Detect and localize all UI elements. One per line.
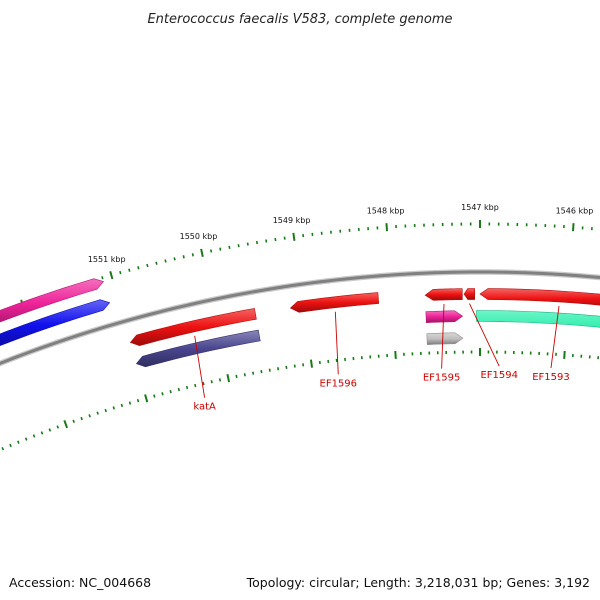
inner-minor-tick (1, 447, 5, 451)
gene-ef1596[interactable] (289, 292, 380, 313)
inner-minor-tick (161, 392, 164, 396)
accession-text: Accession: NC_004668 (9, 575, 151, 590)
map-title: Enterococcus faecalis V583, complete gen… (147, 12, 452, 27)
inner-major-tick (63, 420, 69, 429)
label-leader (334, 311, 339, 375)
inner-minor-tick (56, 425, 60, 429)
inner-major-tick (309, 359, 314, 368)
backbone-line (0, 270, 600, 366)
inner-minor-tick (210, 380, 213, 384)
outer-minor-tick (155, 261, 158, 265)
gene-labels: katA EF1596 EF1595 EF1594 EF1593 (193, 303, 570, 413)
inner-minor-tick (48, 428, 52, 432)
inner-minor-tick (202, 381, 205, 386)
inner-minor-tick (243, 373, 246, 377)
gene-feature[interactable] (0, 278, 105, 329)
inner-minor-tick (104, 408, 107, 413)
outer-major-tick (571, 223, 575, 232)
gene-label: EF1594 (480, 370, 518, 381)
outer-minor-tick (237, 244, 240, 248)
kbp-label: 1549 kbp (273, 216, 311, 225)
gene-feature[interactable] (135, 329, 261, 368)
gene-ef1593[interactable] (479, 288, 600, 310)
outer-minor-tick (101, 276, 104, 280)
outer-minor-tick (210, 249, 213, 253)
inner-minor-tick (235, 374, 238, 379)
label-leader (469, 303, 500, 367)
label-leader (550, 305, 560, 369)
inner-minor-tick (24, 437, 28, 441)
inner-minor-tick (112, 406, 115, 410)
inner-minor-tick (185, 385, 189, 390)
kbp-label: 1547 kbp (461, 203, 499, 212)
gene-feature[interactable] (0, 299, 111, 350)
inner-minor-tick (72, 419, 75, 423)
inner-minor-tick (136, 398, 140, 403)
outer-minor-tick (146, 263, 149, 268)
ruler-ticks: 1551 kbp 1550 kbp 1549 kbp 1548 kbp 1547 kbp… (1, 203, 600, 451)
gene-label: EF1593 (532, 372, 570, 383)
inner-minor-tick (268, 368, 271, 372)
inner-minor-tick (194, 383, 197, 388)
gene-label: EF1596 (320, 378, 358, 389)
inner-minor-tick (169, 390, 172, 394)
inner-minor-tick (40, 431, 44, 435)
gene-ef1594[interactable] (463, 288, 476, 300)
inner-minor-tick (17, 440, 20, 444)
label-leader (441, 303, 445, 369)
outer-minor-tick (191, 253, 194, 257)
inner-minor-tick (252, 371, 255, 375)
inner-minor-tick (9, 443, 12, 448)
gene-feature[interactable] (476, 310, 600, 353)
outer-major-tick (385, 223, 389, 232)
gene-label: EF1595 (423, 373, 461, 384)
outer-minor-tick (246, 242, 249, 246)
topology-text: Topology: circular; Length: 3,218,031 bp… (246, 575, 590, 590)
inner-major-tick (144, 394, 149, 403)
outer-minor-tick (173, 257, 176, 261)
outer-major-tick (292, 232, 296, 241)
outer-minor-tick (119, 270, 122, 275)
inner-minor-tick (96, 411, 99, 415)
kbp-label: 1551 kbp (88, 255, 126, 264)
inner-minor-tick (88, 414, 91, 418)
gene-features (0, 278, 600, 368)
outer-major-tick (200, 248, 204, 257)
outer-minor-tick (128, 268, 131, 272)
outer-minor-tick (228, 245, 231, 250)
outer-minor-tick (164, 259, 167, 263)
inner-minor-tick (120, 403, 124, 408)
outer-minor-tick (219, 247, 222, 251)
kbp-label: 1550 kbp (180, 232, 218, 241)
kbp-label: 1546 kbp (556, 206, 594, 215)
kbp-label: 1548 kbp (367, 206, 405, 215)
inner-minor-tick (218, 378, 222, 382)
gene-label: katA (193, 402, 216, 413)
inner-minor-tick (32, 434, 36, 438)
outer-major-tick (109, 271, 114, 280)
inner-minor-tick (260, 370, 263, 374)
inner-minor-tick (153, 394, 156, 398)
genome-backbone (0, 269, 600, 367)
inner-major-tick (563, 350, 566, 359)
gene-feature[interactable] (425, 310, 464, 323)
gene-feature[interactable] (426, 332, 464, 345)
inner-minor-tick (80, 416, 83, 421)
inner-major-tick (394, 350, 397, 359)
outer-minor-tick (182, 255, 185, 259)
inner-major-tick (226, 374, 231, 383)
gene-kata[interactable] (129, 308, 257, 346)
gene-ef1595[interactable] (424, 288, 463, 301)
label-leader (194, 335, 206, 398)
inner-minor-tick (128, 401, 132, 405)
inner-minor-tick (177, 387, 180, 392)
outer-minor-tick (137, 266, 140, 270)
